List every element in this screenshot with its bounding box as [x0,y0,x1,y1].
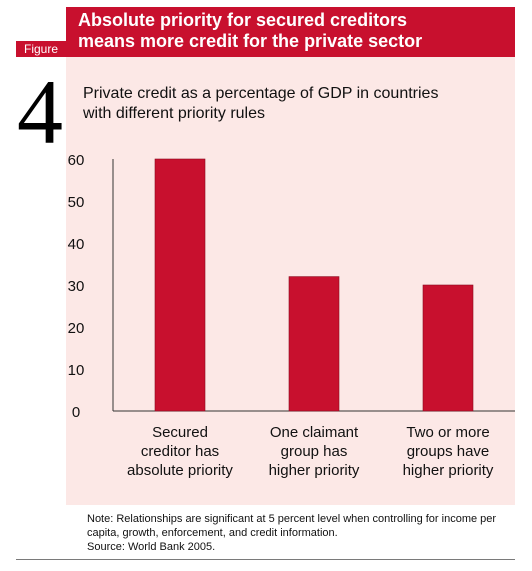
figure-title-line-1: Absolute priority for secured creditors [78,10,408,30]
y-tick-label: 60 [68,152,85,169]
y-tick-label: 20 [68,320,85,337]
y-tick-label: 30 [68,278,85,295]
x-category-label: Secured [152,424,208,441]
chart-title-line-2: with different priority rules [83,105,265,122]
x-category-label: One claimant [270,424,359,441]
y-tick-label: 0 [72,404,80,421]
figure-title-line-2: means more credit for the private sector [78,31,423,51]
note-line-2: capita, growth, enforcement, and credit … [87,527,338,539]
chart-title-line-1: Private credit as a percentage of GDP in… [83,85,439,102]
x-category-label: higher priority [403,462,494,479]
x-category-label: absolute priority [127,462,233,479]
figure-header: Absolute priority for secured creditors … [66,7,515,57]
source-line: Source: World Bank 2005. [87,541,216,553]
y-tick-label: 10 [68,362,85,379]
x-category-label: groups have [407,443,490,460]
figure-label: Figure [16,41,66,57]
chart-title: Private credit as a percentage of GDP in… [83,84,483,124]
y-tick-label: 50 [68,194,85,211]
bar [422,284,474,412]
x-category-label: creditor has [141,443,219,460]
y-tick-label: 40 [68,236,85,253]
x-category-label: Two or more [406,424,489,441]
figure-number: 4 [17,61,63,163]
bar [154,158,206,412]
bar [288,276,340,412]
figure-note: Note: Relationships are significant at 5… [87,512,517,554]
figure-title: Absolute priority for secured creditors … [78,10,422,52]
x-category-label: higher priority [269,462,360,479]
x-category-label: group has [281,443,348,460]
bottom-rule [16,559,515,560]
note-line-1: Note: Relationships are significant at 5… [87,513,497,525]
